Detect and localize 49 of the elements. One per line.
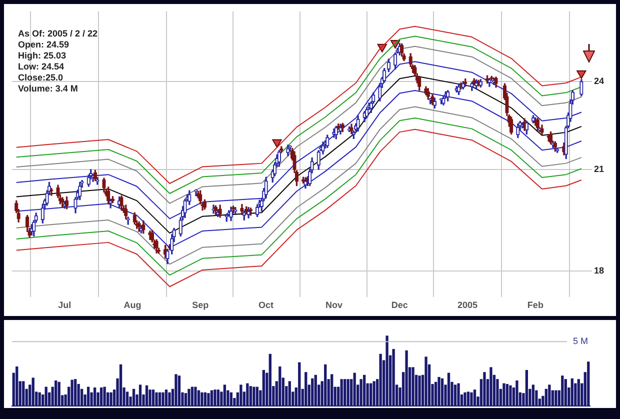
ref-line-label: 5 M [572, 336, 588, 346]
candlestick [400, 43, 404, 57]
candlestick [288, 145, 292, 152]
point [576, 70, 586, 79]
x-tick-label: Nov [325, 300, 342, 310]
candlestick [212, 204, 216, 214]
candlestick [120, 195, 124, 211]
candlestick [126, 216, 130, 225]
candlestick [446, 90, 450, 102]
y-tick-label: 24 [594, 76, 604, 86]
candlestick [316, 150, 320, 170]
point [272, 139, 282, 148]
candlestick [524, 120, 529, 134]
x-tick-label: 2005 [458, 300, 478, 310]
annotation: Volume: 3.4 M [18, 83, 78, 94]
candlestick [428, 98, 432, 104]
candlestick [546, 134, 550, 142]
candlestick [540, 124, 544, 136]
annotation: High: 25.03 [18, 50, 66, 60]
annotation: Low: 24.54 [18, 61, 64, 72]
annotation: Open: 24.59 [18, 39, 70, 50]
candlestick [286, 144, 290, 156]
candlestick [424, 86, 428, 96]
candlestick [166, 248, 170, 264]
y-tick-label: 18 [594, 266, 604, 276]
x-tick-label: Oct [258, 300, 274, 310]
candlestick [229, 206, 233, 222]
x-tick-label: Feb [527, 300, 544, 310]
candlestick [426, 88, 430, 100]
x-tick-label: Dec [391, 300, 408, 310]
candlestick [142, 220, 146, 234]
annotation: Close:25.0 [18, 72, 64, 82]
x-tick-label: Sep [192, 300, 210, 310]
candlestick [347, 126, 352, 132]
annotation: As Of: 2005 / 2 / 22 [18, 28, 98, 38]
candlestick [50, 188, 54, 196]
candlestick [510, 116, 514, 134]
x-tick-label: Jul [58, 300, 72, 310]
candlestick [350, 124, 354, 134]
candlestick [301, 176, 306, 184]
x-tick-label: Aug [124, 300, 142, 310]
candlestick [580, 79, 584, 96]
y-tick-label: 21 [594, 164, 604, 174]
candlestick [439, 98, 444, 104]
candlestick [124, 204, 128, 220]
candlestick [430, 94, 434, 106]
candlestick [418, 76, 422, 91]
candlestick [60, 197, 64, 208]
candlestick [321, 142, 325, 154]
